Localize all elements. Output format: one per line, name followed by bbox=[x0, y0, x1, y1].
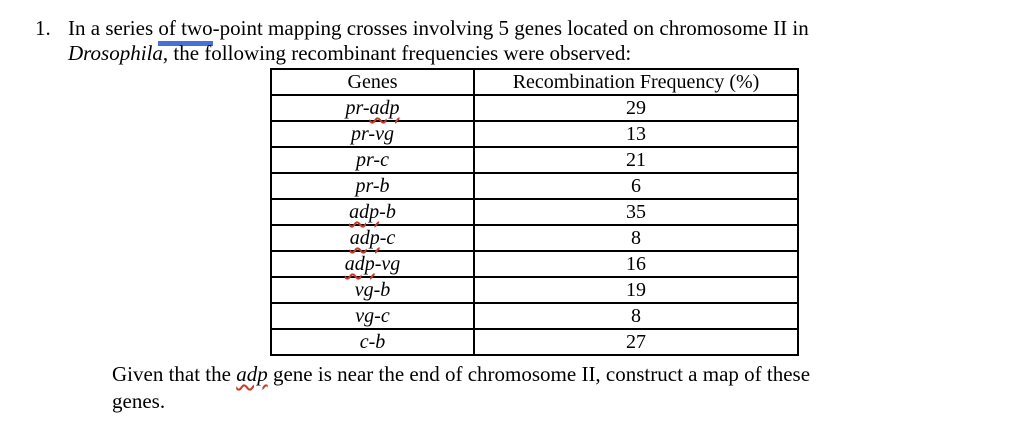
table-row: adp-vg 16 bbox=[270, 250, 799, 278]
frequency-cell: 29 bbox=[473, 94, 799, 122]
frequency-cell: 35 bbox=[473, 198, 799, 226]
frequency-cell: 8 bbox=[473, 302, 799, 330]
gene-pair-cell: vg-c bbox=[270, 302, 475, 330]
recombination-frequency-table: Genes Recombination Frequency (%) pr-adp… bbox=[270, 68, 799, 356]
instruction-text: Given that the adp gene is near the end … bbox=[112, 361, 912, 415]
species-name: Drosophila bbox=[68, 41, 163, 65]
gene-pair-cell: adp-vg bbox=[270, 250, 475, 278]
intro-text-part3: , the following recombinant frequencies … bbox=[162, 41, 632, 65]
frequency-cell: 16 bbox=[473, 250, 799, 278]
table-body: pr-adp 29 pr-vg 13 pr-c 21 pr-b 6 adp-b 35 adp-c 8 a… bbox=[270, 94, 799, 356]
table-row: pr-vg 13 bbox=[270, 120, 799, 148]
frequency-cell: 6 bbox=[473, 172, 799, 200]
table-row: adp-c 8 bbox=[270, 224, 799, 252]
misspelled-gene-name: adp bbox=[344, 253, 375, 275]
gene-pair-cell: pr-vg bbox=[270, 120, 475, 148]
genes-column-header: Genes bbox=[270, 68, 475, 96]
frequency-cell: 8 bbox=[473, 224, 799, 252]
frequency-cell: 21 bbox=[473, 146, 799, 174]
grammar-flagged-text: of two bbox=[158, 16, 213, 43]
footer-part2: gene is near the end of chromosome II, c… bbox=[267, 362, 811, 386]
table-header-row: Genes Recombination Frequency (%) bbox=[270, 68, 799, 96]
misspelled-gene-name: adp bbox=[349, 201, 380, 223]
intro-text-part1: In a series bbox=[68, 16, 159, 40]
table-header: Genes Recombination Frequency (%) bbox=[270, 68, 799, 96]
question-text: In a series of two-point mapping crosses… bbox=[68, 16, 958, 66]
table-row: pr-adp 29 bbox=[270, 94, 799, 122]
table-row: c-b 27 bbox=[270, 328, 799, 356]
frequency-cell: 13 bbox=[473, 120, 799, 148]
intro-text-part2: -point mapping crosses involving 5 genes… bbox=[212, 16, 809, 40]
gene-pair-cell: adp-c bbox=[270, 224, 475, 252]
question-number: 1. bbox=[35, 16, 51, 40]
misspelled-gene-name: adp bbox=[236, 362, 268, 386]
misspelled-gene-name: adp bbox=[369, 97, 400, 119]
gene-pair-cell: pr-c bbox=[270, 146, 475, 174]
gene-pair-cell: adp-b bbox=[270, 198, 475, 226]
table-row: adp-b 35 bbox=[270, 198, 799, 226]
footer-part1: Given that the bbox=[112, 362, 237, 386]
table-row: pr-b 6 bbox=[270, 172, 799, 200]
table-row: vg-b 19 bbox=[270, 276, 799, 304]
gene-pair-cell: pr-adp bbox=[270, 94, 475, 122]
gene-pair-cell: c-b bbox=[270, 328, 475, 356]
frequency-column-header: Recombination Frequency (%) bbox=[473, 68, 799, 96]
table-row: vg-c 8 bbox=[270, 302, 799, 330]
misspelled-gene-name: adp bbox=[349, 227, 380, 249]
gene-pair-cell: vg-b bbox=[270, 276, 475, 304]
frequency-cell: 27 bbox=[473, 328, 799, 356]
table-row: pr-c 21 bbox=[270, 146, 799, 174]
gene-pair-cell: pr-b bbox=[270, 172, 475, 200]
frequency-cell: 19 bbox=[473, 276, 799, 304]
footer-part3: genes. bbox=[112, 389, 166, 413]
question-block: 1. In a series of two-point mapping cros… bbox=[35, 16, 958, 66]
